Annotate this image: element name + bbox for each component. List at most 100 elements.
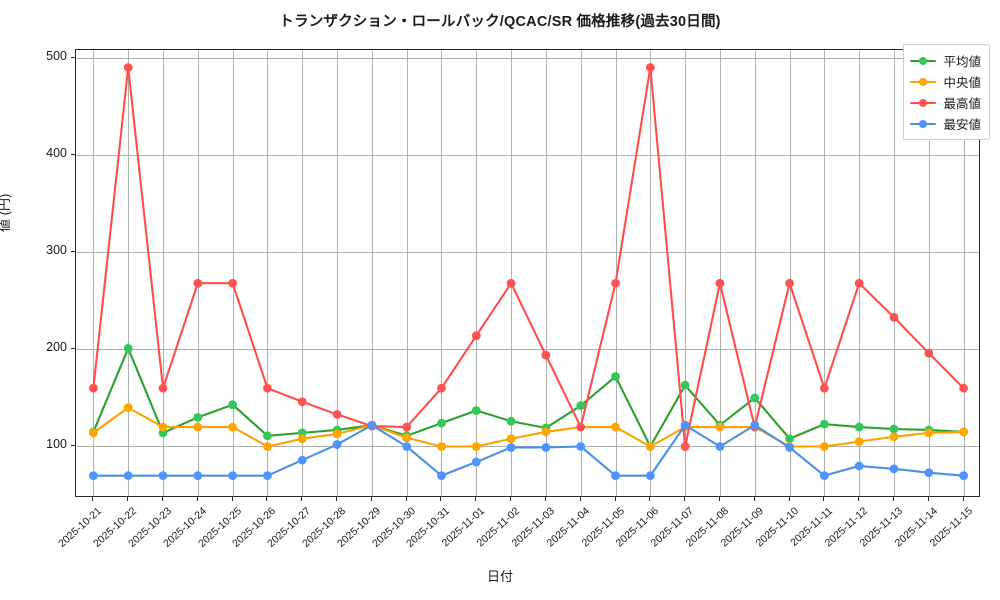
data-point[interactable] [854,437,864,447]
data-point[interactable] [645,63,655,72]
data-point[interactable] [332,440,342,449]
legend-item-mean[interactable]: 平均値 [910,50,981,71]
data-point[interactable] [611,278,620,288]
data-point[interactable] [471,331,481,341]
x-tick-mark [231,497,233,501]
data-point[interactable] [645,442,655,451]
data-point[interactable] [402,433,412,443]
data-point[interactable] [263,471,272,481]
data-point[interactable] [228,471,238,481]
data-point[interactable] [750,420,760,430]
data-point[interactable] [576,401,586,411]
legend-item-median[interactable]: 中央値 [910,71,981,92]
data-point[interactable] [263,383,272,393]
data-point[interactable] [854,422,864,432]
legend-item-max[interactable]: 最高値 [910,92,981,113]
data-point[interactable] [959,427,968,437]
data-point[interactable] [541,350,551,360]
data-point[interactable] [437,383,446,393]
gridline [928,50,930,496]
data-point[interactable] [123,343,133,353]
y-tick-label: 500 [46,48,67,63]
data-point[interactable] [889,432,899,442]
data-point[interactable] [437,442,446,451]
data-point[interactable] [437,418,446,428]
data-point[interactable] [819,419,829,429]
data-point[interactable] [924,468,934,478]
data-point[interactable] [715,442,725,451]
data-point[interactable] [367,420,377,430]
data-point[interactable] [889,464,899,474]
data-point[interactable] [332,410,342,419]
data-point[interactable] [611,422,620,432]
data-point[interactable] [541,443,551,452]
data-point[interactable] [506,416,516,426]
data-point[interactable] [889,312,899,322]
x-tick-mark [266,497,268,501]
data-point[interactable] [158,471,168,481]
data-point[interactable] [750,393,760,403]
data-point[interactable] [89,428,98,438]
data-point[interactable] [158,422,168,432]
data-point[interactable] [89,383,98,393]
x-axis-label: 日付 [486,569,513,584]
data-point[interactable] [785,434,794,444]
data-point[interactable] [680,442,690,451]
gridline [163,50,165,496]
legend-item-min[interactable]: 最安値 [910,113,981,134]
data-point[interactable] [959,471,968,481]
data-point[interactable] [680,380,690,390]
data-point[interactable] [193,278,203,288]
data-point[interactable] [924,428,934,438]
data-point[interactable] [297,434,307,444]
data-point[interactable] [89,471,98,481]
data-point[interactable] [506,434,516,444]
data-point[interactable] [611,471,620,481]
data-point[interactable] [263,431,272,441]
data-point[interactable] [402,442,412,451]
data-point[interactable] [158,383,168,393]
data-point[interactable] [332,429,342,439]
data-point[interactable] [437,471,446,481]
data-point[interactable] [576,442,586,451]
data-point[interactable] [228,422,238,432]
data-point[interactable] [402,422,412,432]
data-point[interactable] [611,372,620,381]
data-point[interactable] [123,471,133,481]
series-line [92,347,965,448]
data-point[interactable] [541,427,551,437]
chart-title: トランザクション・ロールバック/QCAC/SR 価格推移(過去30日間) [279,14,721,30]
data-point[interactable] [193,412,203,422]
data-point[interactable] [924,348,934,358]
data-point[interactable] [506,443,516,452]
data-point[interactable] [715,278,725,288]
data-point[interactable] [123,63,133,72]
data-point[interactable] [854,461,864,471]
data-point[interactable] [263,442,272,451]
data-point[interactable] [471,442,481,451]
data-point[interactable] [819,383,829,393]
data-point[interactable] [715,422,725,432]
data-point[interactable] [785,443,794,452]
data-point[interactable] [123,403,133,413]
data-point[interactable] [959,383,968,393]
data-point[interactable] [297,397,307,407]
data-point[interactable] [228,278,238,288]
data-point[interactable] [785,278,794,288]
data-point[interactable] [193,422,203,432]
data-point[interactable] [645,471,655,481]
data-point[interactable] [576,422,586,432]
data-point[interactable] [680,420,690,430]
data-point[interactable] [228,400,238,410]
data-point[interactable] [506,278,516,288]
data-point[interactable] [297,455,307,465]
data-point[interactable] [471,457,481,467]
data-point[interactable] [819,442,829,451]
data-point[interactable] [889,424,899,434]
data-point[interactable] [471,406,481,415]
data-point[interactable] [193,471,203,481]
data-point[interactable] [819,471,829,481]
gridline [93,50,95,496]
data-point[interactable] [854,278,864,288]
